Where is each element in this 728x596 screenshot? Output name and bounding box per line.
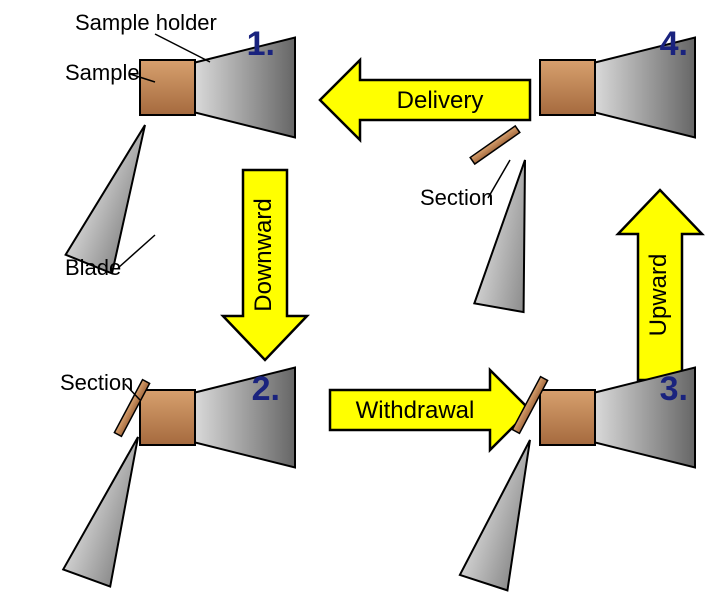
blade-2	[63, 428, 161, 586]
label-sample: Sample	[65, 60, 140, 85]
leader-blade	[118, 235, 155, 268]
sample-shape	[140, 60, 195, 115]
step-number-3: 3.	[660, 370, 688, 408]
blade-shape	[66, 116, 169, 274]
arrow-upward-label: Upward	[645, 254, 672, 337]
leader-sample-holder	[155, 34, 210, 62]
blade-3	[460, 432, 554, 590]
blade-4	[474, 156, 549, 312]
arrow-withdrawal-label: Withdrawal	[356, 397, 475, 424]
sample-holder-shape	[195, 368, 295, 468]
sample-shape	[540, 60, 595, 115]
section-4	[470, 126, 520, 164]
leader-section-4	[488, 160, 510, 198]
blade-shape	[63, 428, 161, 586]
sample-shape	[140, 390, 195, 445]
arrow-downward-label: Downward	[250, 198, 277, 311]
blade-shape	[474, 156, 549, 312]
section-shape	[470, 126, 520, 164]
label-section-4: Section	[420, 185, 493, 210]
blade-shape	[460, 432, 554, 590]
step-number-4: 4.	[660, 25, 688, 63]
step-number-1: 1.	[247, 25, 275, 63]
label-blade: Blade	[65, 255, 121, 280]
sample-holder-shape	[195, 38, 295, 138]
arrow-delivery-label: Delivery	[397, 87, 484, 114]
sample-shape	[540, 390, 595, 445]
step-number-2: 2.	[252, 370, 280, 408]
label-section-2: Section	[60, 370, 133, 395]
blade-1	[66, 116, 169, 274]
label-sample-holder: Sample holder	[75, 10, 217, 35]
